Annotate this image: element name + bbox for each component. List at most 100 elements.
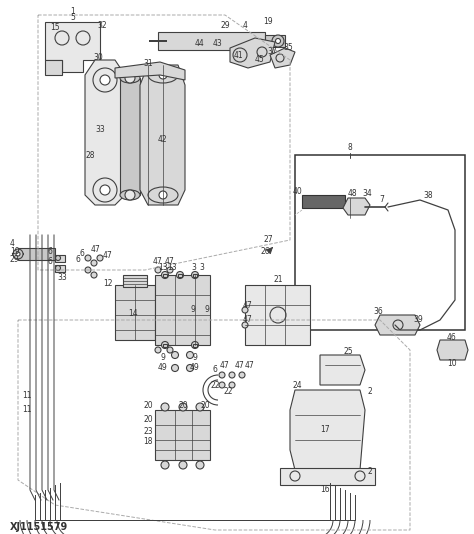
- Text: 35: 35: [283, 43, 293, 51]
- Circle shape: [257, 47, 267, 57]
- Polygon shape: [290, 390, 365, 470]
- Bar: [193, 273, 197, 277]
- Polygon shape: [437, 340, 468, 360]
- Text: 20: 20: [200, 400, 210, 410]
- Circle shape: [91, 260, 97, 266]
- Ellipse shape: [148, 187, 178, 203]
- Ellipse shape: [120, 73, 140, 83]
- Text: 33: 33: [57, 273, 67, 282]
- Text: 24: 24: [292, 381, 302, 389]
- Text: 14: 14: [128, 309, 138, 318]
- Circle shape: [85, 267, 91, 273]
- Text: 47: 47: [243, 301, 253, 310]
- Bar: [163, 343, 167, 347]
- Text: 44: 44: [195, 38, 205, 48]
- Text: 6: 6: [75, 255, 81, 264]
- Polygon shape: [320, 355, 365, 385]
- Bar: [178, 273, 182, 277]
- Text: 47: 47: [91, 246, 101, 255]
- Text: 8: 8: [347, 144, 352, 153]
- Text: 6: 6: [47, 247, 53, 256]
- Text: 9: 9: [191, 305, 195, 315]
- Circle shape: [191, 342, 199, 349]
- Text: 47: 47: [153, 257, 163, 266]
- Text: 30: 30: [93, 52, 103, 61]
- Circle shape: [191, 271, 199, 279]
- Polygon shape: [230, 38, 275, 68]
- Bar: [163, 273, 167, 277]
- Text: 9: 9: [161, 354, 165, 363]
- Circle shape: [290, 471, 300, 481]
- Polygon shape: [155, 410, 210, 460]
- Text: 23: 23: [143, 428, 153, 436]
- Text: 9: 9: [205, 305, 210, 315]
- Text: 47: 47: [235, 360, 245, 370]
- Text: 15: 15: [50, 23, 60, 33]
- Circle shape: [196, 461, 204, 469]
- Text: 17: 17: [320, 426, 330, 435]
- Circle shape: [219, 372, 225, 378]
- Text: 26: 26: [260, 247, 270, 256]
- Circle shape: [85, 255, 91, 261]
- Text: 21: 21: [273, 276, 283, 285]
- Circle shape: [186, 351, 193, 358]
- Text: 31: 31: [143, 59, 153, 67]
- Text: 29: 29: [220, 20, 230, 29]
- Circle shape: [242, 322, 248, 328]
- Text: 28: 28: [85, 151, 95, 160]
- Circle shape: [125, 190, 135, 200]
- Text: 6: 6: [80, 248, 84, 257]
- Circle shape: [196, 403, 204, 411]
- Text: 20: 20: [178, 400, 188, 410]
- Circle shape: [91, 272, 97, 278]
- Circle shape: [161, 461, 169, 469]
- Polygon shape: [265, 35, 285, 47]
- Text: 13: 13: [158, 263, 168, 272]
- Polygon shape: [375, 315, 420, 335]
- Circle shape: [179, 403, 187, 411]
- Text: 11: 11: [22, 405, 31, 414]
- Text: 36: 36: [373, 308, 383, 317]
- Text: 6: 6: [47, 256, 53, 265]
- Bar: [55, 265, 65, 272]
- Text: 1: 1: [71, 7, 75, 17]
- Polygon shape: [140, 65, 185, 205]
- Circle shape: [270, 307, 286, 323]
- Text: XJ1151579: XJ1151579: [10, 522, 68, 532]
- Polygon shape: [18, 248, 55, 260]
- Text: 22: 22: [223, 388, 233, 397]
- Circle shape: [229, 372, 235, 378]
- Text: 7: 7: [380, 195, 384, 205]
- Circle shape: [76, 31, 90, 45]
- Text: 48: 48: [347, 190, 357, 199]
- Text: 47: 47: [245, 360, 255, 370]
- Text: 12: 12: [103, 279, 113, 287]
- Text: 29: 29: [10, 255, 19, 264]
- Circle shape: [155, 347, 161, 353]
- Polygon shape: [45, 22, 100, 72]
- Bar: [193, 343, 197, 347]
- Ellipse shape: [120, 190, 140, 200]
- Circle shape: [55, 265, 61, 271]
- Polygon shape: [158, 32, 265, 50]
- Circle shape: [162, 342, 168, 349]
- Text: 49: 49: [190, 364, 200, 373]
- Circle shape: [179, 461, 187, 469]
- Ellipse shape: [148, 67, 178, 83]
- Text: 47: 47: [243, 316, 253, 325]
- Circle shape: [100, 185, 110, 195]
- Text: 39: 39: [413, 316, 423, 325]
- Text: 27: 27: [263, 235, 273, 245]
- Polygon shape: [343, 198, 370, 215]
- Circle shape: [219, 382, 225, 388]
- Text: 16: 16: [320, 485, 330, 494]
- Circle shape: [167, 267, 173, 273]
- Circle shape: [272, 35, 284, 47]
- Bar: [55, 255, 65, 262]
- Circle shape: [172, 351, 179, 358]
- Text: 10: 10: [447, 358, 457, 367]
- Circle shape: [16, 252, 20, 256]
- Text: 4: 4: [243, 20, 247, 29]
- Text: 47: 47: [165, 257, 175, 266]
- Circle shape: [176, 271, 183, 279]
